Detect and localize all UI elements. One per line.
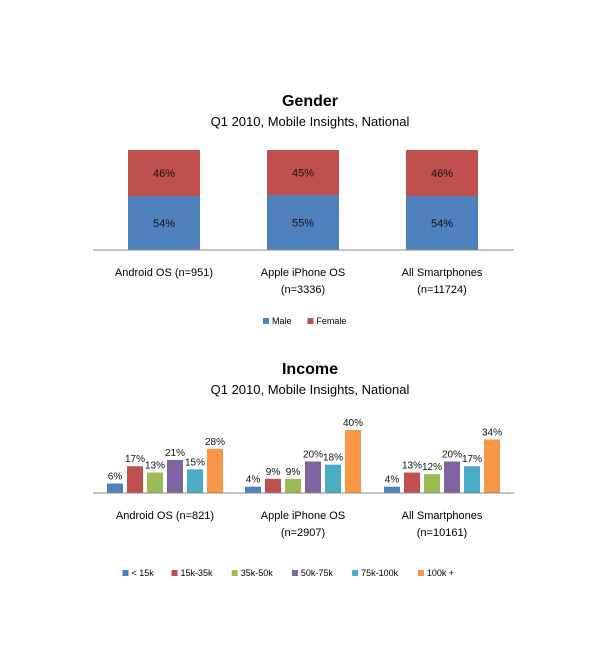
bar [484,439,500,493]
bar-segment [267,150,339,195]
data-label: 13% [145,461,165,472]
data-label: 54% [153,218,175,230]
bar-segment [267,195,339,250]
bar-segment [406,196,478,250]
data-label: 17% [462,454,482,465]
legend-label: 75k-100k [361,568,399,578]
gender-bars: 54% 46% 55% 45% 54% 46% [128,150,478,250]
category-label: All Smartphones [402,267,483,279]
bar [424,474,440,493]
bar [345,430,361,493]
legend-item: Male [263,316,292,326]
bar [107,483,123,493]
data-label: 4% [246,475,261,486]
data-label: 34% [482,427,502,438]
data-label: 54% [431,218,453,230]
data-label: 45% [292,168,314,180]
bar [167,459,183,493]
data-label: 17% [125,454,145,465]
legend-item: < 15k [122,568,155,578]
income-chart-subtitle: Q1 2010, Mobile Insights, National [211,382,410,397]
legend-swatch [263,318,269,324]
category-label: Android OS (n=821) [116,510,214,522]
category-label: (n=3336) [281,284,325,296]
legend-item: 75k-100k [352,568,399,578]
legend-item: 15k-35k [171,568,214,578]
legend-swatch [352,570,359,576]
bar [444,461,460,493]
income-chart: Income Q1 2010, Mobile Insights, Nationa… [93,361,514,578]
gender-category-labels: Android OS (n=951) Apple iPhone OS (n=3336… [115,267,483,296]
legend-swatch [122,570,129,576]
legend-label: < 15k [132,568,155,578]
data-label: 6% [108,472,123,483]
bar [325,464,341,493]
data-label: 55% [292,218,314,230]
bar [285,478,301,493]
bar-segment [128,196,200,250]
data-label: 21% [165,448,185,459]
data-label: 12% [422,462,442,473]
legend-label: 35k-50k [241,568,274,578]
bar [187,469,203,493]
category-label: (n=10161) [417,527,467,539]
bar [265,478,281,493]
bar [305,461,321,493]
income-bars: 6%17%13%21%15%28%4%9% 9%20% 18%40%4%13% 12%… [107,418,502,493]
legend-label: Female [316,316,346,326]
data-label: 40% [343,418,363,429]
category-label: Android OS (n=951) [115,267,213,279]
legend-swatch [171,570,178,576]
data-label: 4% [385,475,400,486]
legend-label: 50k-75k [301,568,334,578]
bar-segment [406,150,478,196]
category-label: (n=2907) [281,527,325,539]
gender-chart-subtitle: Q1 2010, Mobile Insights, National [211,114,410,129]
legend-item: 35k-50k [231,568,274,578]
bar [384,486,400,493]
bar [464,466,480,493]
data-label: 13% [402,461,422,472]
legend-swatch [291,570,298,576]
data-label: 46% [153,168,175,180]
data-label: 9% [286,467,301,478]
income-category-labels: Android OS (n=821) Apple iPhone OS (n=2907… [116,510,483,539]
bar [245,486,261,493]
data-label: 15% [185,457,205,468]
data-label: 28% [205,437,225,448]
legend-label: 100k + [427,568,454,578]
data-label: 18% [323,453,343,464]
data-label: 20% [442,450,462,461]
legend-swatch [417,570,424,576]
legend-swatch [231,570,238,576]
data-label: 46% [431,168,453,180]
legend-label: 15k-35k [181,568,214,578]
gender-chart-title: Gender [282,93,338,110]
legend-label: Male [272,316,292,326]
bar [404,472,420,493]
data-label: 20% [303,450,323,461]
category-label: Apple iPhone OS [261,267,345,279]
legend-swatch [307,318,314,324]
category-label: Apple iPhone OS [261,510,345,522]
income-chart-title: Income [282,361,338,378]
bar-segment [128,150,200,196]
bar [127,466,143,493]
category-label: All Smartphones [402,510,483,522]
bar [207,448,223,493]
income-legend: < 15k 15k-35k 35k-50k 50k-75k 75k-100k 100k + [122,568,454,578]
legend-item: 100k + [417,568,454,578]
legend-item: 50k-75k [291,568,334,578]
gender-legend: Male Female [263,316,346,326]
data-label: 9% [266,467,281,478]
bar [147,472,163,493]
category-label: (n=11724) [417,284,467,296]
legend-item: Female [307,316,346,326]
gender-chart: Gender Q1 2010, Mobile Insights, Nationa… [93,93,514,326]
